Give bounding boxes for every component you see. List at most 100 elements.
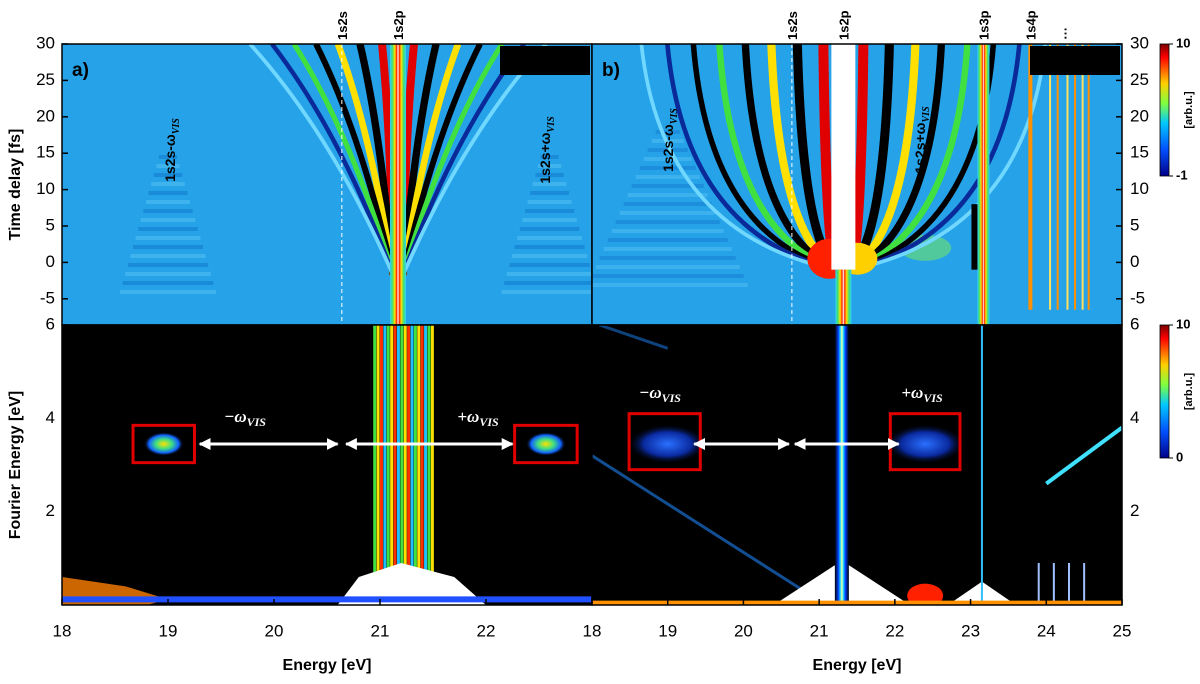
- fringe: [639, 44, 836, 272]
- annotation-sub: VIS: [662, 391, 682, 405]
- x-tick-label: 23: [961, 621, 980, 640]
- colorbar-label: [arb.u.]: [1183, 91, 1195, 129]
- box: [131, 423, 197, 465]
- y-tick-label: 5: [1130, 215, 1139, 234]
- annotation: 1s2s-ωVIS: [162, 118, 182, 182]
- line-label: 1s2s: [785, 11, 800, 40]
- x-tick-label: 20: [734, 621, 753, 640]
- y-tick-label: -5: [1130, 288, 1145, 307]
- x-tick-label: 22: [885, 621, 904, 640]
- line-label: 1s2p: [391, 10, 406, 40]
- colorbar-label: [arb.u.]: [1183, 373, 1195, 411]
- fringe: [665, 44, 836, 272]
- annotation-sub: VIS: [921, 106, 932, 123]
- resonance: [1045, 426, 1122, 486]
- colorbar: [1159, 324, 1170, 459]
- y-tick-label: 30: [1130, 33, 1149, 52]
- x-axis-label: Energy [eV]: [283, 657, 372, 674]
- annotation-sub: VIS: [479, 415, 499, 429]
- annotation-text: 1s2s-ω: [660, 124, 676, 172]
- y-axis-label: Fourier Energy [eV]: [7, 391, 24, 539]
- x-tick-label: 18: [53, 621, 72, 640]
- badge: 1 TW/cm²: [516, 53, 574, 68]
- x-tick-label: 21: [371, 621, 390, 640]
- annotation-sub: VIS: [171, 118, 182, 135]
- badge-box: [1030, 46, 1120, 75]
- spot: [525, 432, 566, 456]
- x-tick-label: 18: [583, 621, 602, 640]
- annotation-sub: VIS: [923, 391, 943, 405]
- y-tick-label: 25: [1130, 70, 1149, 89]
- fringe: [248, 44, 395, 276]
- y-axis-label: Time delay [fs]: [7, 129, 24, 241]
- annotation-text: −ω: [639, 383, 662, 402]
- annotation-text: 1s2s-ω: [162, 134, 178, 182]
- spot: [143, 432, 184, 456]
- annotation: 1s2s-ωVIS: [660, 108, 680, 172]
- annotation-text: 1s2s+ω: [537, 132, 553, 183]
- resonance: [835, 269, 852, 325]
- y-tick-label: 20: [1130, 106, 1149, 125]
- y-tick-label: 4: [46, 408, 55, 427]
- y-tick-label: 10: [36, 179, 55, 198]
- y-tick-label: 2: [46, 501, 55, 520]
- heatmap: [592, 325, 1122, 605]
- x-axis-label: Energy [eV]: [813, 657, 902, 674]
- annotation: +ωVIS: [457, 407, 499, 429]
- x-tick-label: 20: [265, 621, 284, 640]
- fringe: [971, 204, 978, 270]
- panel-label: c): [72, 341, 89, 362]
- y-tick-label: -5: [40, 288, 55, 307]
- annotation: −ωVIS: [639, 383, 681, 405]
- annotation-text: +ω: [457, 407, 479, 426]
- fringe: [850, 44, 1022, 272]
- colorbar-tick-label: 10: [1176, 35, 1190, 50]
- annotation-text: 1s2s+ω: [912, 122, 928, 173]
- heatmap-background: [592, 325, 1122, 605]
- badge: 1 TW/cm²: [1046, 53, 1104, 68]
- heatmap: [62, 325, 592, 605]
- y-tick-label: 5: [46, 215, 55, 234]
- blob: [907, 583, 944, 605]
- annotation-sub: VIS: [247, 415, 267, 429]
- badge-box: [500, 46, 590, 75]
- x-tick-label: 21: [810, 621, 829, 640]
- heatmap: [592, 44, 1122, 325]
- y-tick-label: 6: [46, 314, 55, 333]
- annotation-text: +ω: [901, 383, 923, 402]
- heatmap-background: [62, 325, 592, 605]
- line-label: 1s4p: [1023, 10, 1038, 40]
- x-tick-label: 24: [1037, 621, 1056, 640]
- panel-label: b): [602, 60, 620, 81]
- x-tick-label: 19: [159, 621, 178, 640]
- annotation: +ωVIS: [901, 383, 943, 405]
- frame: [591, 324, 1123, 606]
- annotation-text: −ω: [224, 407, 247, 426]
- resonance: [390, 44, 407, 325]
- spot: [885, 424, 966, 464]
- fringe: [270, 44, 396, 276]
- y-tick-label: 15: [36, 143, 55, 162]
- annotation: 1s2s+ωVIS: [537, 116, 557, 184]
- line-label: …: [1054, 27, 1069, 40]
- blob: [337, 563, 486, 605]
- annotation-sub: VIS: [546, 116, 557, 133]
- box: [513, 423, 579, 465]
- y-tick-label: 15: [1130, 143, 1149, 162]
- colorbar-tick-label: 10: [1176, 316, 1190, 331]
- fringe: [592, 454, 805, 593]
- x-tick-label: 22: [477, 621, 496, 640]
- y-tick-label: 30: [36, 33, 55, 52]
- y-tick-label: 20: [36, 106, 55, 125]
- x-tick-label: 25: [1113, 621, 1132, 640]
- y-tick-label: 2: [1130, 501, 1139, 520]
- panel-label: a): [72, 60, 89, 81]
- resonance: [977, 44, 990, 325]
- line-label: 1s3p: [976, 10, 991, 40]
- annotation: −ωVIS: [224, 407, 266, 429]
- y-tick-label: 6: [1130, 314, 1139, 333]
- y-tick-label: 10: [1130, 179, 1149, 198]
- annotation-sub: VIS: [669, 108, 680, 125]
- resonance: [834, 325, 849, 605]
